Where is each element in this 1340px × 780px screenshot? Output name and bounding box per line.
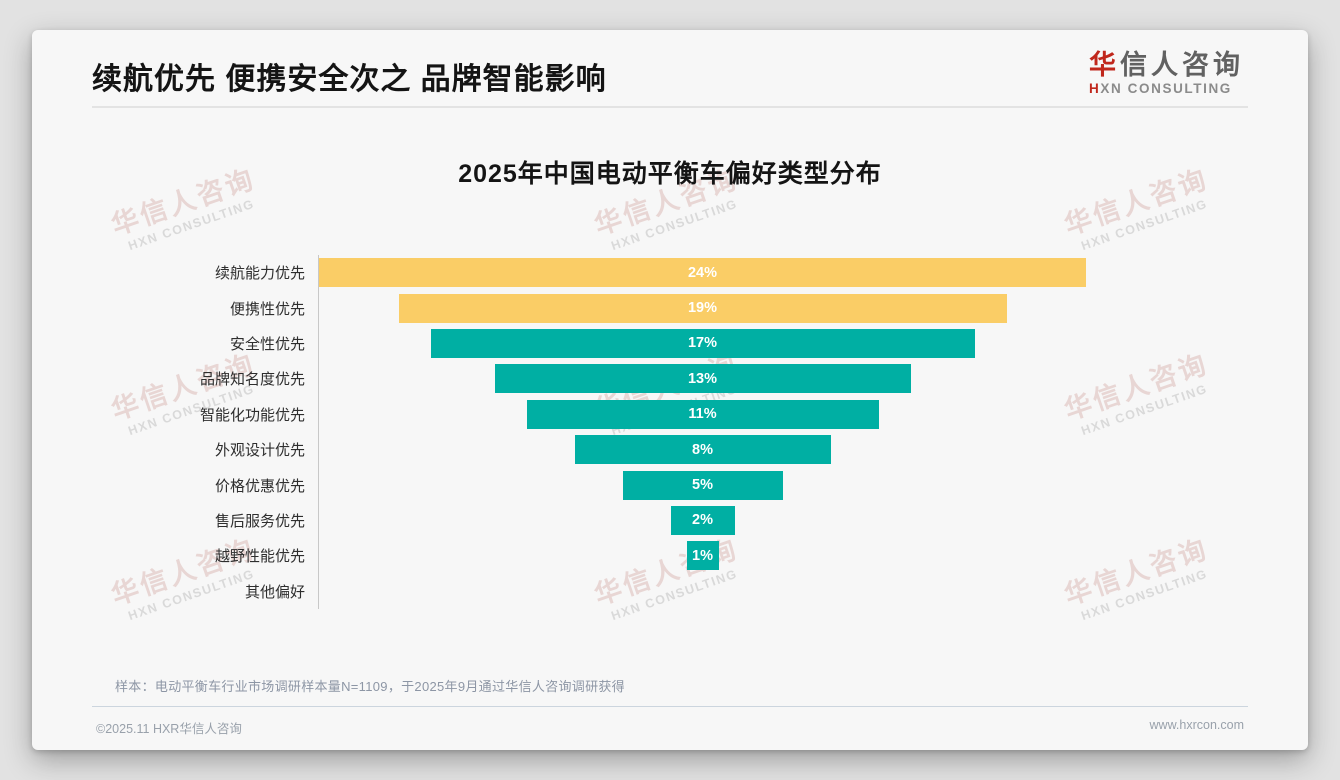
bar-area: 5%	[318, 467, 1086, 503]
funnel-bar: 13%	[494, 364, 911, 394]
logo-en-accent: H	[1089, 80, 1101, 96]
bar-area: 13%	[318, 361, 1086, 397]
category-label: 智能化功能优先	[199, 406, 305, 424]
bar-value-label: 8%	[692, 441, 713, 458]
chart-row: 便携性优先 19%	[92, 290, 1308, 326]
chart-row: 续航能力优先 24%	[92, 255, 1308, 291]
logo-chinese-name: 华信人咨询	[1089, 51, 1244, 79]
bar-value-label: 5%	[692, 477, 713, 494]
logo-en-rest: XN CONSULTING	[1100, 80, 1232, 96]
funnel-bar: 11%	[526, 399, 879, 429]
chart-row: 品牌知名度优先 13%	[92, 361, 1308, 397]
bar-area: 8%	[318, 431, 1086, 468]
funnel-bar: 5%	[622, 470, 783, 500]
bar-area: 2%	[318, 502, 1086, 539]
funnel-bar: 2%	[670, 505, 735, 535]
category-label: 安全性优先	[229, 335, 305, 353]
chart-row: 越野性能优先 1%	[92, 538, 1308, 574]
sample-footnote: 样本：电动平衡车行业市场调研样本量N=1109，于2025年9月通过华信人咨询调…	[115, 678, 625, 694]
chart-title: 2025年中国电动平衡车偏好类型分布	[458, 160, 882, 188]
chart-row: 外观设计优先 8%	[92, 431, 1308, 468]
funnel-bar: 19%	[398, 293, 1007, 323]
category-label: 便携性优先	[229, 300, 305, 318]
category-label: 价格优惠优先	[214, 477, 305, 495]
logo-cn-rest: 信人咨询	[1120, 50, 1244, 81]
logo-english-name: HXN CONSULTING	[1089, 80, 1244, 96]
page-title: 续航优先 便携安全次之 品牌智能影响	[92, 63, 607, 96]
bar-value-label: 11%	[688, 406, 717, 423]
website-url: www.hxrcon.com	[1149, 717, 1244, 732]
bar-value-label: 17%	[687, 335, 718, 352]
slide-card: 华信人咨询 HXN CONSULTING 华信人咨询 HXN CONSULTING 华信…	[32, 30, 1308, 750]
header: 续航优先 便携安全次之 品牌智能影响 华信人咨询 HXN CONSULTING	[92, 51, 1248, 108]
bar-area	[318, 573, 1086, 609]
chart-row: 价格优惠优先 5%	[92, 467, 1308, 503]
bar-area: 11%	[318, 396, 1086, 432]
footer: ©2025.11 HXR华信人咨询 www.hxrcon.com	[92, 705, 1248, 737]
funnel-chart: 续航能力优先 24% 便携性优先 19% 安全性优先 17% 品牌知名度优先 13% 智能化功能…	[92, 255, 1308, 609]
bar-value-label: 1%	[692, 547, 713, 564]
bar-area: 17%	[318, 325, 1086, 362]
funnel-bar: 1%	[686, 541, 719, 571]
chart-row: 智能化功能优先 11%	[92, 396, 1308, 432]
category-label: 外观设计优先	[214, 442, 305, 460]
logo-cn-accent: 华	[1089, 50, 1120, 81]
bar-area: 19%	[318, 290, 1086, 326]
bar-area: 1%	[318, 538, 1086, 574]
bar-value-label: 24%	[687, 264, 718, 281]
slide-content: 续航优先 便携安全次之 品牌智能影响 华信人咨询 HXN CONSULTING …	[32, 51, 1308, 750]
bar-value-label: 19%	[687, 300, 718, 317]
chart-row: 安全性优先 17%	[92, 325, 1308, 362]
category-label: 售后服务优先	[214, 512, 305, 530]
chart-rows: 续航能力优先 24% 便携性优先 19% 安全性优先 17% 品牌知名度优先 13% 智能化功能…	[92, 255, 1308, 609]
category-label: 续航能力优先	[214, 265, 305, 283]
funnel-bar: 8%	[574, 435, 831, 465]
funnel-bar: 24%	[319, 258, 1086, 288]
chart-row: 其他偏好	[92, 573, 1308, 609]
category-label: 品牌知名度优先	[199, 371, 305, 389]
copyright-text: ©2025.11 HXR华信人咨询	[96, 721, 242, 736]
bar-value-label: 13%	[687, 370, 718, 387]
bar-value-label: 2%	[692, 512, 713, 529]
chart-row: 售后服务优先 2%	[92, 502, 1308, 539]
category-label: 其他偏好	[244, 583, 305, 601]
category-label: 越野性能优先	[214, 548, 305, 566]
funnel-bar: 17%	[430, 328, 975, 358]
bar-area: 24%	[318, 255, 1086, 291]
company-logo: 华信人咨询 HXN CONSULTING	[1089, 51, 1248, 96]
